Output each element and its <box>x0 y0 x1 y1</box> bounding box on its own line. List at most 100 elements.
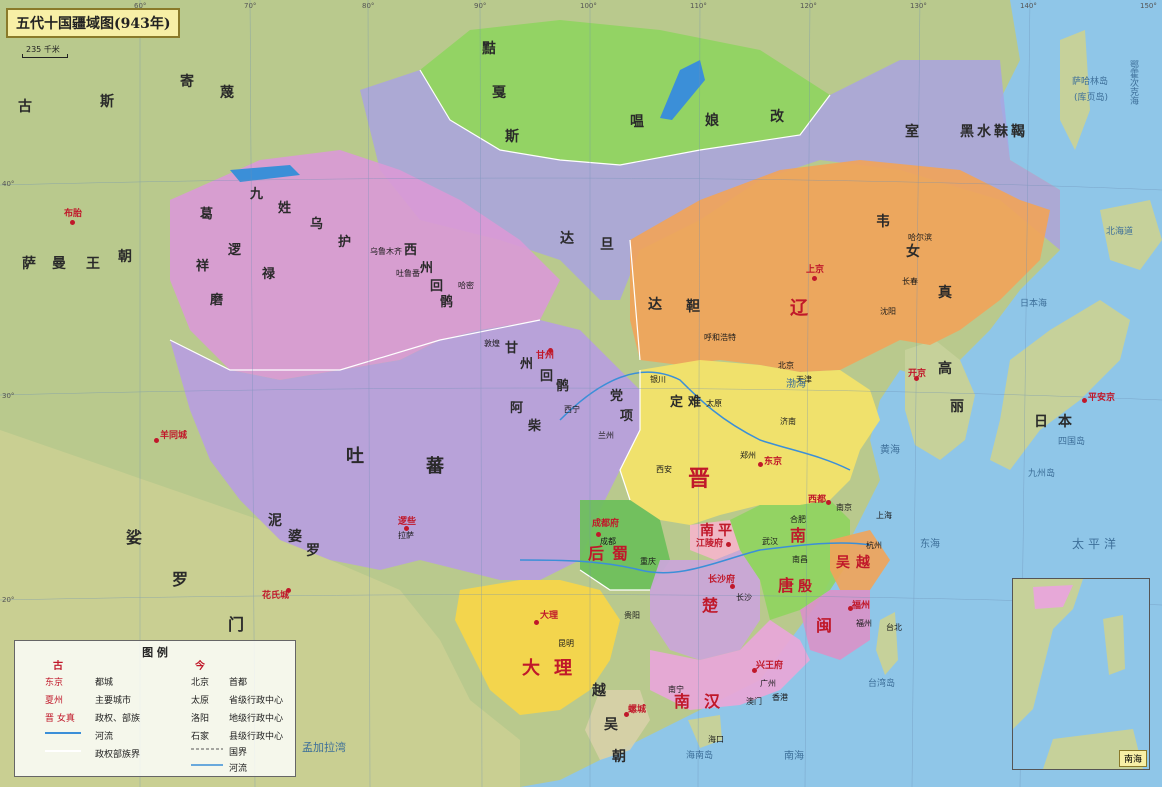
scale-bar <box>22 54 68 58</box>
region-label: 斯 <box>100 94 114 110</box>
region-label: 罗 <box>172 570 189 589</box>
region-label: 罗 <box>306 543 320 559</box>
region-label: 磨 <box>210 293 224 308</box>
degree-top: 150° <box>1140 2 1157 10</box>
city-label: 北京 <box>778 361 794 370</box>
sea-label: 太平洋 <box>1072 537 1121 551</box>
capital-label: 布胎 <box>64 209 83 219</box>
island-label: 萨哈林岛 <box>1072 77 1109 87</box>
capital-marker <box>914 376 919 381</box>
polity-label: 汉 <box>704 692 721 711</box>
region-label: 葛 <box>200 207 214 222</box>
region-label: 泥 <box>268 513 282 529</box>
hainan-land <box>688 715 722 748</box>
capital-marker <box>624 712 629 717</box>
lake-balkhash <box>230 165 300 182</box>
region-label: 门 <box>228 615 245 634</box>
region-label: 韦 <box>876 214 890 230</box>
map-title: 五代十国疆域图(943年) <box>6 8 181 38</box>
degree-top: 140° <box>1020 2 1037 10</box>
island-label: 海南岛 <box>686 751 714 761</box>
legend-sample: 夏州 <box>45 696 64 706</box>
legend-row: 都城 <box>95 678 114 688</box>
legend-row: 国界 <box>229 748 248 758</box>
legend-old-header: 古 <box>53 661 63 672</box>
river-huanghe <box>559 371 851 471</box>
region-label: 朝 <box>612 749 626 765</box>
degree-top: 70° <box>244 2 257 10</box>
region-label: 越 <box>592 683 606 699</box>
sea-label: 东海 <box>920 539 940 550</box>
capital-label: 大理 <box>540 611 559 621</box>
region-label: 吐 <box>346 446 364 467</box>
capital-marker <box>548 348 553 353</box>
region-label: 曼 <box>52 256 66 272</box>
region-label: 项 <box>620 409 634 424</box>
region-label: 王 <box>86 256 100 272</box>
region-label: 阿 <box>510 401 524 416</box>
city-label: 杭州 <box>866 541 882 550</box>
degree-left: 20° <box>2 596 15 604</box>
city-label: 台北 <box>886 623 902 632</box>
city-label: 南宁 <box>668 685 684 694</box>
region-label: 古 <box>18 99 32 115</box>
region-label: 鹘 <box>556 379 570 394</box>
legend-row: 政权部族界 <box>95 750 141 760</box>
hokkaido-land <box>1100 200 1162 270</box>
capital-marker <box>404 526 409 531</box>
region-label: 朝 <box>118 249 132 265</box>
legend-line-samples-right <box>191 748 223 766</box>
capital-marker <box>812 276 817 281</box>
city-label: 敦煌 <box>484 339 500 348</box>
legend-sample: 太原 <box>191 696 210 706</box>
polity-label: 闽 <box>816 616 833 635</box>
region-label: 九 <box>250 187 264 202</box>
capital-marker <box>534 620 539 625</box>
legend-line-samples <box>45 732 81 752</box>
region-label: 女 <box>906 244 920 260</box>
city-label: 长春 <box>902 277 918 286</box>
region-label: 西 <box>404 243 418 258</box>
degree-top: 120° <box>800 2 817 10</box>
region-label: 回 <box>540 369 554 384</box>
capital-label: 兴王府 <box>756 661 784 671</box>
island-label: 四国岛 <box>1058 437 1086 447</box>
capital-label: 花氏城 <box>262 591 290 601</box>
region-label: 乌 <box>310 217 324 232</box>
region-hou-shu <box>580 500 670 590</box>
region-label: 娘 <box>705 113 719 129</box>
region-north-purple <box>360 60 1060 300</box>
capital-marker <box>1082 398 1087 403</box>
legend-row: 河流 <box>229 764 248 774</box>
polity-label: 蜀 <box>612 544 629 563</box>
region-label: 州 <box>420 261 434 276</box>
region-label: 旦 <box>600 237 614 253</box>
city-label: 广州 <box>760 679 776 688</box>
capital-label: 成都府 <box>592 519 620 529</box>
polity-label: 唐 <box>778 576 795 595</box>
taiwan-land <box>876 612 898 675</box>
polity-label: 平 <box>718 523 732 539</box>
city-label: 武汉 <box>762 537 778 546</box>
capital-label: 螺城 <box>628 705 647 715</box>
legend-row: 首都 <box>229 678 248 688</box>
city-label: 香港 <box>772 693 788 702</box>
city-label: 澳门 <box>746 697 762 706</box>
capital-label: 甘州 <box>536 351 555 361</box>
region-wu-yue <box>830 530 890 590</box>
city-label: 重庆 <box>640 557 656 566</box>
legend-sample: 石家 <box>191 732 210 742</box>
capital-marker <box>286 588 291 593</box>
city-label: 西宁 <box>564 405 580 414</box>
region-label: 丽 <box>950 399 964 415</box>
capital-marker <box>848 606 853 611</box>
legend-row: 主要城市 <box>95 696 132 706</box>
korea-land <box>905 340 975 460</box>
sea-label: 孟加拉湾 <box>302 741 346 754</box>
degree-top: 110° <box>690 2 707 10</box>
south-sea-inset: 南海 <box>1012 578 1150 770</box>
city-label: 哈尔滨 <box>908 233 932 242</box>
legend-row: 县级行政中心 <box>229 732 284 742</box>
region-label: 达 <box>560 231 574 247</box>
region-label: 回 <box>430 279 444 294</box>
